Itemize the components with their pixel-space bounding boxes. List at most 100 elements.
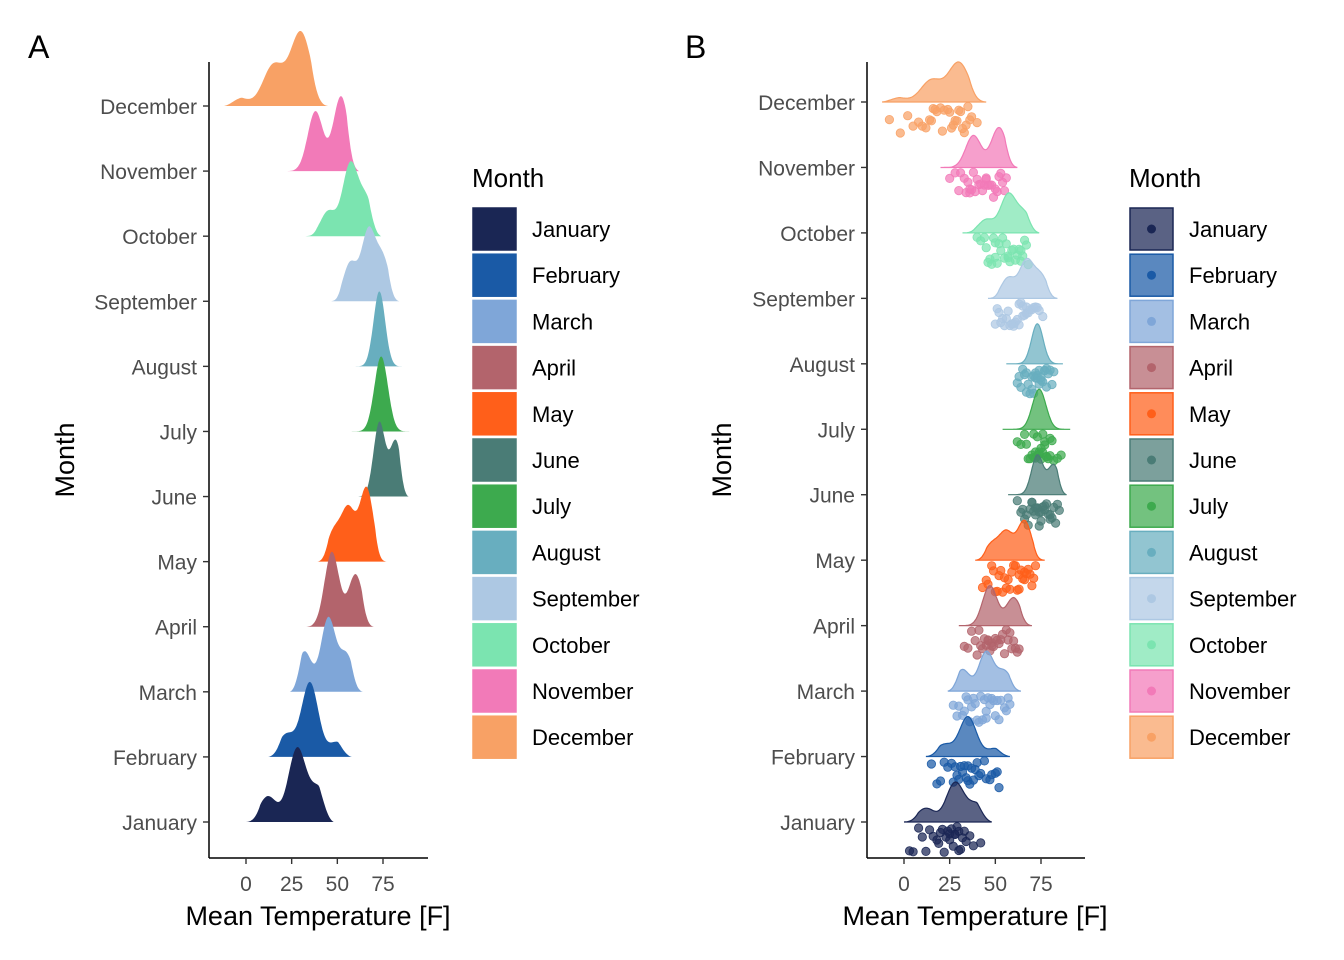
density-june [350,421,409,497]
legend-item-june: June [1129,438,1237,482]
y-tick-label-may: May [815,550,855,573]
legend-label-april: April [532,356,576,381]
density-july [1002,388,1071,430]
legend-point-june [1147,455,1156,465]
y-tick-label-june: June [151,487,197,510]
point-august [1049,367,1059,377]
legend-point-august [1147,547,1156,557]
point-december [955,106,966,117]
point-february [976,768,986,779]
point-october [992,258,1002,268]
legend-item-november: November [1129,669,1290,713]
panel-a-axes: January February March April May June July Augu… [94,62,428,896]
legend-label-june: June [1189,448,1237,473]
point-april [1005,628,1015,638]
point-september [1003,306,1013,316]
density-april [300,551,374,627]
legend-item-april: April [472,345,576,390]
point-june [1012,496,1022,506]
y-tick-label-october: October [122,226,197,249]
point-june [1054,505,1064,515]
point-april [1014,644,1024,654]
density-august [348,291,405,367]
point-december [895,128,905,138]
y-tick-label-november: November [100,161,197,184]
point-december [921,123,931,133]
legend-label-december: December [532,725,633,750]
panel-a-legend: Month January February March April May June Ju… [472,163,640,759]
y-tick-label-june: June [809,485,855,508]
density-january [903,781,992,823]
point-february [979,756,990,766]
density-november [940,126,1018,169]
y-tick-label-may: May [157,552,197,575]
point-november [1001,173,1011,183]
y-tick-label-january: January [780,812,855,835]
legend-item-september: September [1129,576,1297,621]
legend-item-december: December [472,715,633,759]
legend-item-may: May [472,392,574,436]
point-december [963,102,973,112]
legend-item-may: May [1129,392,1231,436]
legend-label-october: October [532,633,610,658]
legend-label-november: November [1189,679,1290,704]
panel-a-x-axis-title: Mean Temperature [F] [185,901,450,931]
density-november [282,96,360,172]
point-september [1038,311,1048,322]
legend-point-september [1147,594,1156,604]
point-december [903,111,913,121]
density-may [975,519,1045,561]
point-january [934,838,944,849]
point-october [1001,239,1011,249]
y-tick-label-february: February [113,747,198,770]
point-july [1047,435,1057,446]
legend-item-march: March [1129,299,1250,344]
legend-label-august: August [532,540,601,565]
point-december [966,112,977,122]
density-october [304,161,382,237]
panel-b-half-densities-and-points [882,61,1071,857]
x-tick-label: 25 [280,873,303,896]
y-tick-label-february: February [771,747,856,770]
legend-label-january: January [532,217,610,242]
density-september [330,226,400,302]
point-july [1056,450,1066,460]
y-tick-label-march: March [139,682,197,705]
point-march [981,713,991,723]
point-june [1051,518,1061,528]
point-november [999,186,1010,196]
legend-key-september [472,576,517,621]
point-december [937,126,948,136]
point-december [884,115,895,125]
legend-item-july: July [472,484,571,528]
panel-a-density-ridges [224,31,413,822]
y-tick-label-december: December [100,96,197,119]
legend-label-september: September [1189,587,1297,612]
legend-point-january [1147,224,1156,234]
point-may [1014,584,1024,594]
point-may [996,565,1006,576]
point-january [955,844,966,855]
point-march [970,698,980,709]
y-tick-label-september: September [752,288,855,311]
legend-point-november [1147,686,1156,696]
legend-point-october [1147,640,1156,650]
y-tick-label-january: January [122,812,197,835]
density-january [246,747,334,822]
point-february [994,782,1004,793]
point-march [959,706,969,716]
legend-key-april [472,345,517,390]
point-june [1041,499,1052,509]
point-january [939,847,949,857]
legend-label-september: September [532,587,640,612]
legend-item-august: August [472,530,601,575]
point-july [1021,439,1032,449]
point-may [1003,574,1013,585]
density-march [289,616,363,692]
x-tick-label: 0 [898,873,910,896]
point-may [1029,573,1039,583]
density-april [958,584,1032,627]
legend-label-november: November [532,679,633,704]
x-tick-label: 25 [938,873,961,896]
legend-key-december [472,715,517,759]
